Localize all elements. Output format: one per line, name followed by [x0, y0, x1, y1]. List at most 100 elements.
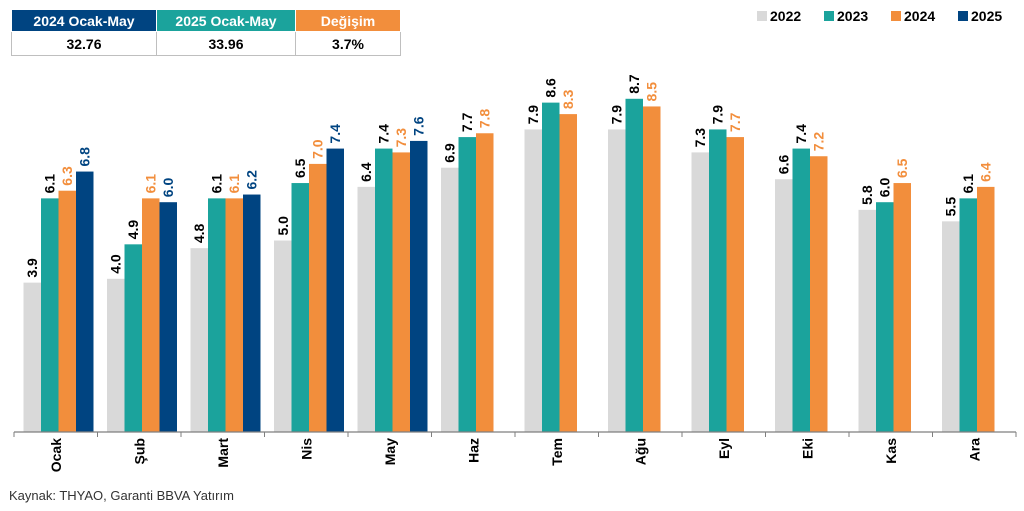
- source-note: Kaynak: THYAO, Garanti BBVA Yatırım: [9, 488, 234, 503]
- bar-2024-7: [643, 106, 661, 432]
- legend-swatch-2023: [824, 11, 834, 21]
- x-tick-label-8: Eyl: [716, 438, 732, 459]
- data-label-2023-8: 7.9: [710, 105, 726, 125]
- data-label-2023-6: 8.6: [543, 78, 559, 98]
- bar-2022-4: [357, 186, 375, 432]
- bar-2023-3: [291, 183, 309, 432]
- summary-header-2025: 2025 Ocak-May: [156, 9, 296, 32]
- x-tick-label-11: Ara: [966, 438, 982, 462]
- data-label-2023-0: 6.1: [42, 174, 58, 194]
- data-label-2024-6: 8.3: [560, 89, 576, 109]
- x-tick-label-7: Ağu: [632, 438, 648, 465]
- x-tick-label-5: Haz: [465, 438, 481, 463]
- x-tick-label-3: Nis: [298, 438, 314, 460]
- data-label-2025-4: 7.6: [411, 116, 427, 136]
- data-label-2024-9: 7.2: [811, 132, 827, 152]
- bar-2022-5: [441, 167, 459, 433]
- bar-2024-9: [810, 156, 828, 433]
- x-tick-label-0: Ocak: [48, 438, 64, 472]
- bar-2024-2: [225, 198, 243, 432]
- bar-2024-5: [476, 133, 494, 432]
- bar-2024-8: [726, 137, 744, 432]
- bar-2023-9: [792, 148, 810, 432]
- bar-2025-3: [326, 148, 344, 432]
- data-label-2023-4: 7.4: [376, 124, 392, 144]
- bar-2022-11: [942, 221, 960, 432]
- legend-swatch-2024: [891, 11, 901, 21]
- data-label-2022-2: 4.8: [191, 223, 207, 243]
- data-label-2022-11: 5.5: [943, 197, 959, 217]
- bar-2022-6: [524, 129, 542, 432]
- legend-label-2022: 2022: [770, 8, 801, 24]
- data-label-2023-9: 7.4: [793, 124, 809, 144]
- x-tick-label-1: Şub: [131, 438, 147, 464]
- bar-2023-8: [709, 129, 727, 432]
- bar-2022-1: [107, 278, 125, 432]
- x-tick-label-10: Kas: [883, 438, 899, 464]
- data-label-2022-6: 7.9: [525, 105, 541, 125]
- data-label-2023-5: 7.7: [459, 112, 475, 132]
- bar-2022-2: [190, 248, 208, 432]
- data-label-2022-7: 7.9: [609, 105, 625, 125]
- summary-header-row: 2024 Ocak-May 2025 Ocak-May Değişim: [11, 9, 401, 32]
- bar-2024-6: [559, 114, 577, 433]
- data-label-2022-0: 3.9: [24, 258, 40, 278]
- data-label-2024-2: 6.1: [226, 174, 242, 194]
- data-label-2022-3: 5.0: [275, 216, 291, 236]
- data-label-2023-1: 4.9: [125, 220, 141, 240]
- bar-2024-1: [142, 198, 160, 432]
- bar-2022-10: [858, 209, 876, 432]
- data-label-2023-10: 6.0: [877, 178, 893, 198]
- bar-2022-3: [274, 240, 292, 432]
- summary-table: 2024 Ocak-May 2025 Ocak-May Değişim 32.7…: [11, 9, 401, 56]
- data-label-2023-7: 8.7: [626, 74, 642, 94]
- bar-2022-0: [23, 282, 41, 432]
- data-label-2022-9: 6.6: [776, 155, 792, 175]
- bar-2022-7: [608, 129, 626, 432]
- summary-value-row: 32.76 33.96 3.7%: [11, 31, 401, 56]
- bar-2025-2: [243, 194, 261, 432]
- bar-2024-0: [58, 190, 76, 432]
- bar-2022-9: [775, 179, 793, 432]
- bar-2025-0: [76, 171, 94, 432]
- data-label-2023-3: 6.5: [292, 158, 308, 178]
- x-tick-label-4: May: [382, 438, 398, 465]
- bar-2023-6: [542, 102, 560, 433]
- data-label-2023-11: 6.1: [960, 174, 976, 194]
- data-label-2025-0: 6.8: [77, 147, 93, 167]
- x-tick-label-6: Tem: [549, 438, 565, 466]
- data-label-2024-10: 6.5: [894, 158, 910, 178]
- bar-2025-4: [410, 140, 428, 433]
- legend-swatch-2025: [958, 11, 968, 21]
- summary-header-change: Değişim: [295, 9, 401, 32]
- bar-2024-11: [977, 186, 995, 432]
- legend-label-2023: 2023: [837, 8, 868, 24]
- data-label-2022-5: 6.9: [442, 143, 458, 163]
- bar-2023-11: [959, 198, 977, 432]
- data-label-2024-0: 6.3: [59, 166, 75, 186]
- data-label-2025-2: 6.2: [244, 170, 260, 190]
- bar-2024-4: [392, 152, 410, 432]
- bar-2023-10: [876, 202, 894, 432]
- data-label-2024-8: 7.7: [727, 112, 743, 132]
- legend-label-2025: 2025: [971, 8, 1002, 24]
- data-label-2025-1: 6.0: [160, 178, 176, 198]
- bar-2025-1: [159, 202, 177, 432]
- x-tick-label-9: Eki: [799, 438, 815, 459]
- bar-2023-4: [375, 148, 393, 432]
- data-label-2024-1: 6.1: [143, 174, 159, 194]
- bar-2023-2: [208, 198, 226, 432]
- data-label-2024-11: 6.4: [978, 162, 994, 182]
- data-label-2022-4: 6.4: [358, 162, 374, 182]
- summary-value-2024: 32.76: [11, 31, 157, 56]
- legend-label-2024: 2024: [904, 8, 935, 24]
- bar-2023-0: [41, 198, 59, 432]
- data-label-2022-1: 4.0: [108, 254, 124, 274]
- data-label-2023-2: 6.1: [209, 174, 225, 194]
- bar-2022-8: [691, 152, 709, 432]
- bar-2023-5: [458, 137, 476, 432]
- summary-header-2024: 2024 Ocak-May: [11, 9, 157, 32]
- data-label-2022-8: 7.3: [692, 128, 708, 148]
- bar-2023-7: [625, 98, 643, 432]
